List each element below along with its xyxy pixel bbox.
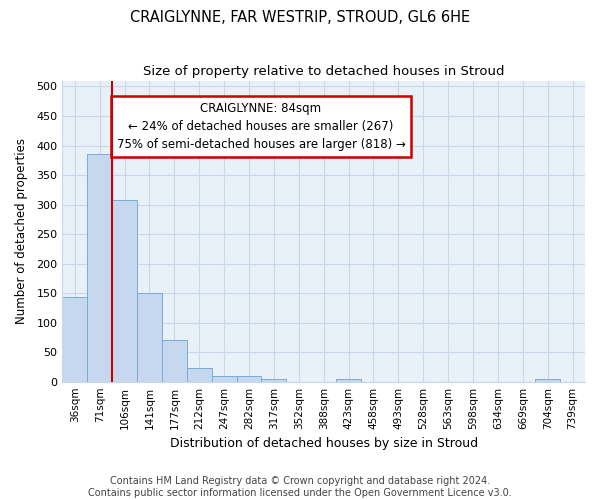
Text: Contains HM Land Registry data © Crown copyright and database right 2024.
Contai: Contains HM Land Registry data © Crown c… <box>88 476 512 498</box>
Bar <box>137 293 162 382</box>
Bar <box>535 378 560 382</box>
Bar <box>62 297 87 382</box>
Bar <box>262 378 286 382</box>
Title: Size of property relative to detached houses in Stroud: Size of property relative to detached ho… <box>143 65 505 78</box>
Bar <box>112 200 137 382</box>
Text: CRAIGLYNNE, FAR WESTRIP, STROUD, GL6 6HE: CRAIGLYNNE, FAR WESTRIP, STROUD, GL6 6HE <box>130 10 470 25</box>
Bar <box>187 368 212 382</box>
Bar <box>212 376 236 382</box>
X-axis label: Distribution of detached houses by size in Stroud: Distribution of detached houses by size … <box>170 437 478 450</box>
Text: CRAIGLYNNE: 84sqm
← 24% of detached houses are smaller (267)
75% of semi-detache: CRAIGLYNNE: 84sqm ← 24% of detached hous… <box>116 102 406 150</box>
Bar <box>236 376 262 382</box>
Bar <box>336 378 361 382</box>
Bar <box>162 340 187 382</box>
Bar <box>87 154 112 382</box>
Y-axis label: Number of detached properties: Number of detached properties <box>15 138 28 324</box>
